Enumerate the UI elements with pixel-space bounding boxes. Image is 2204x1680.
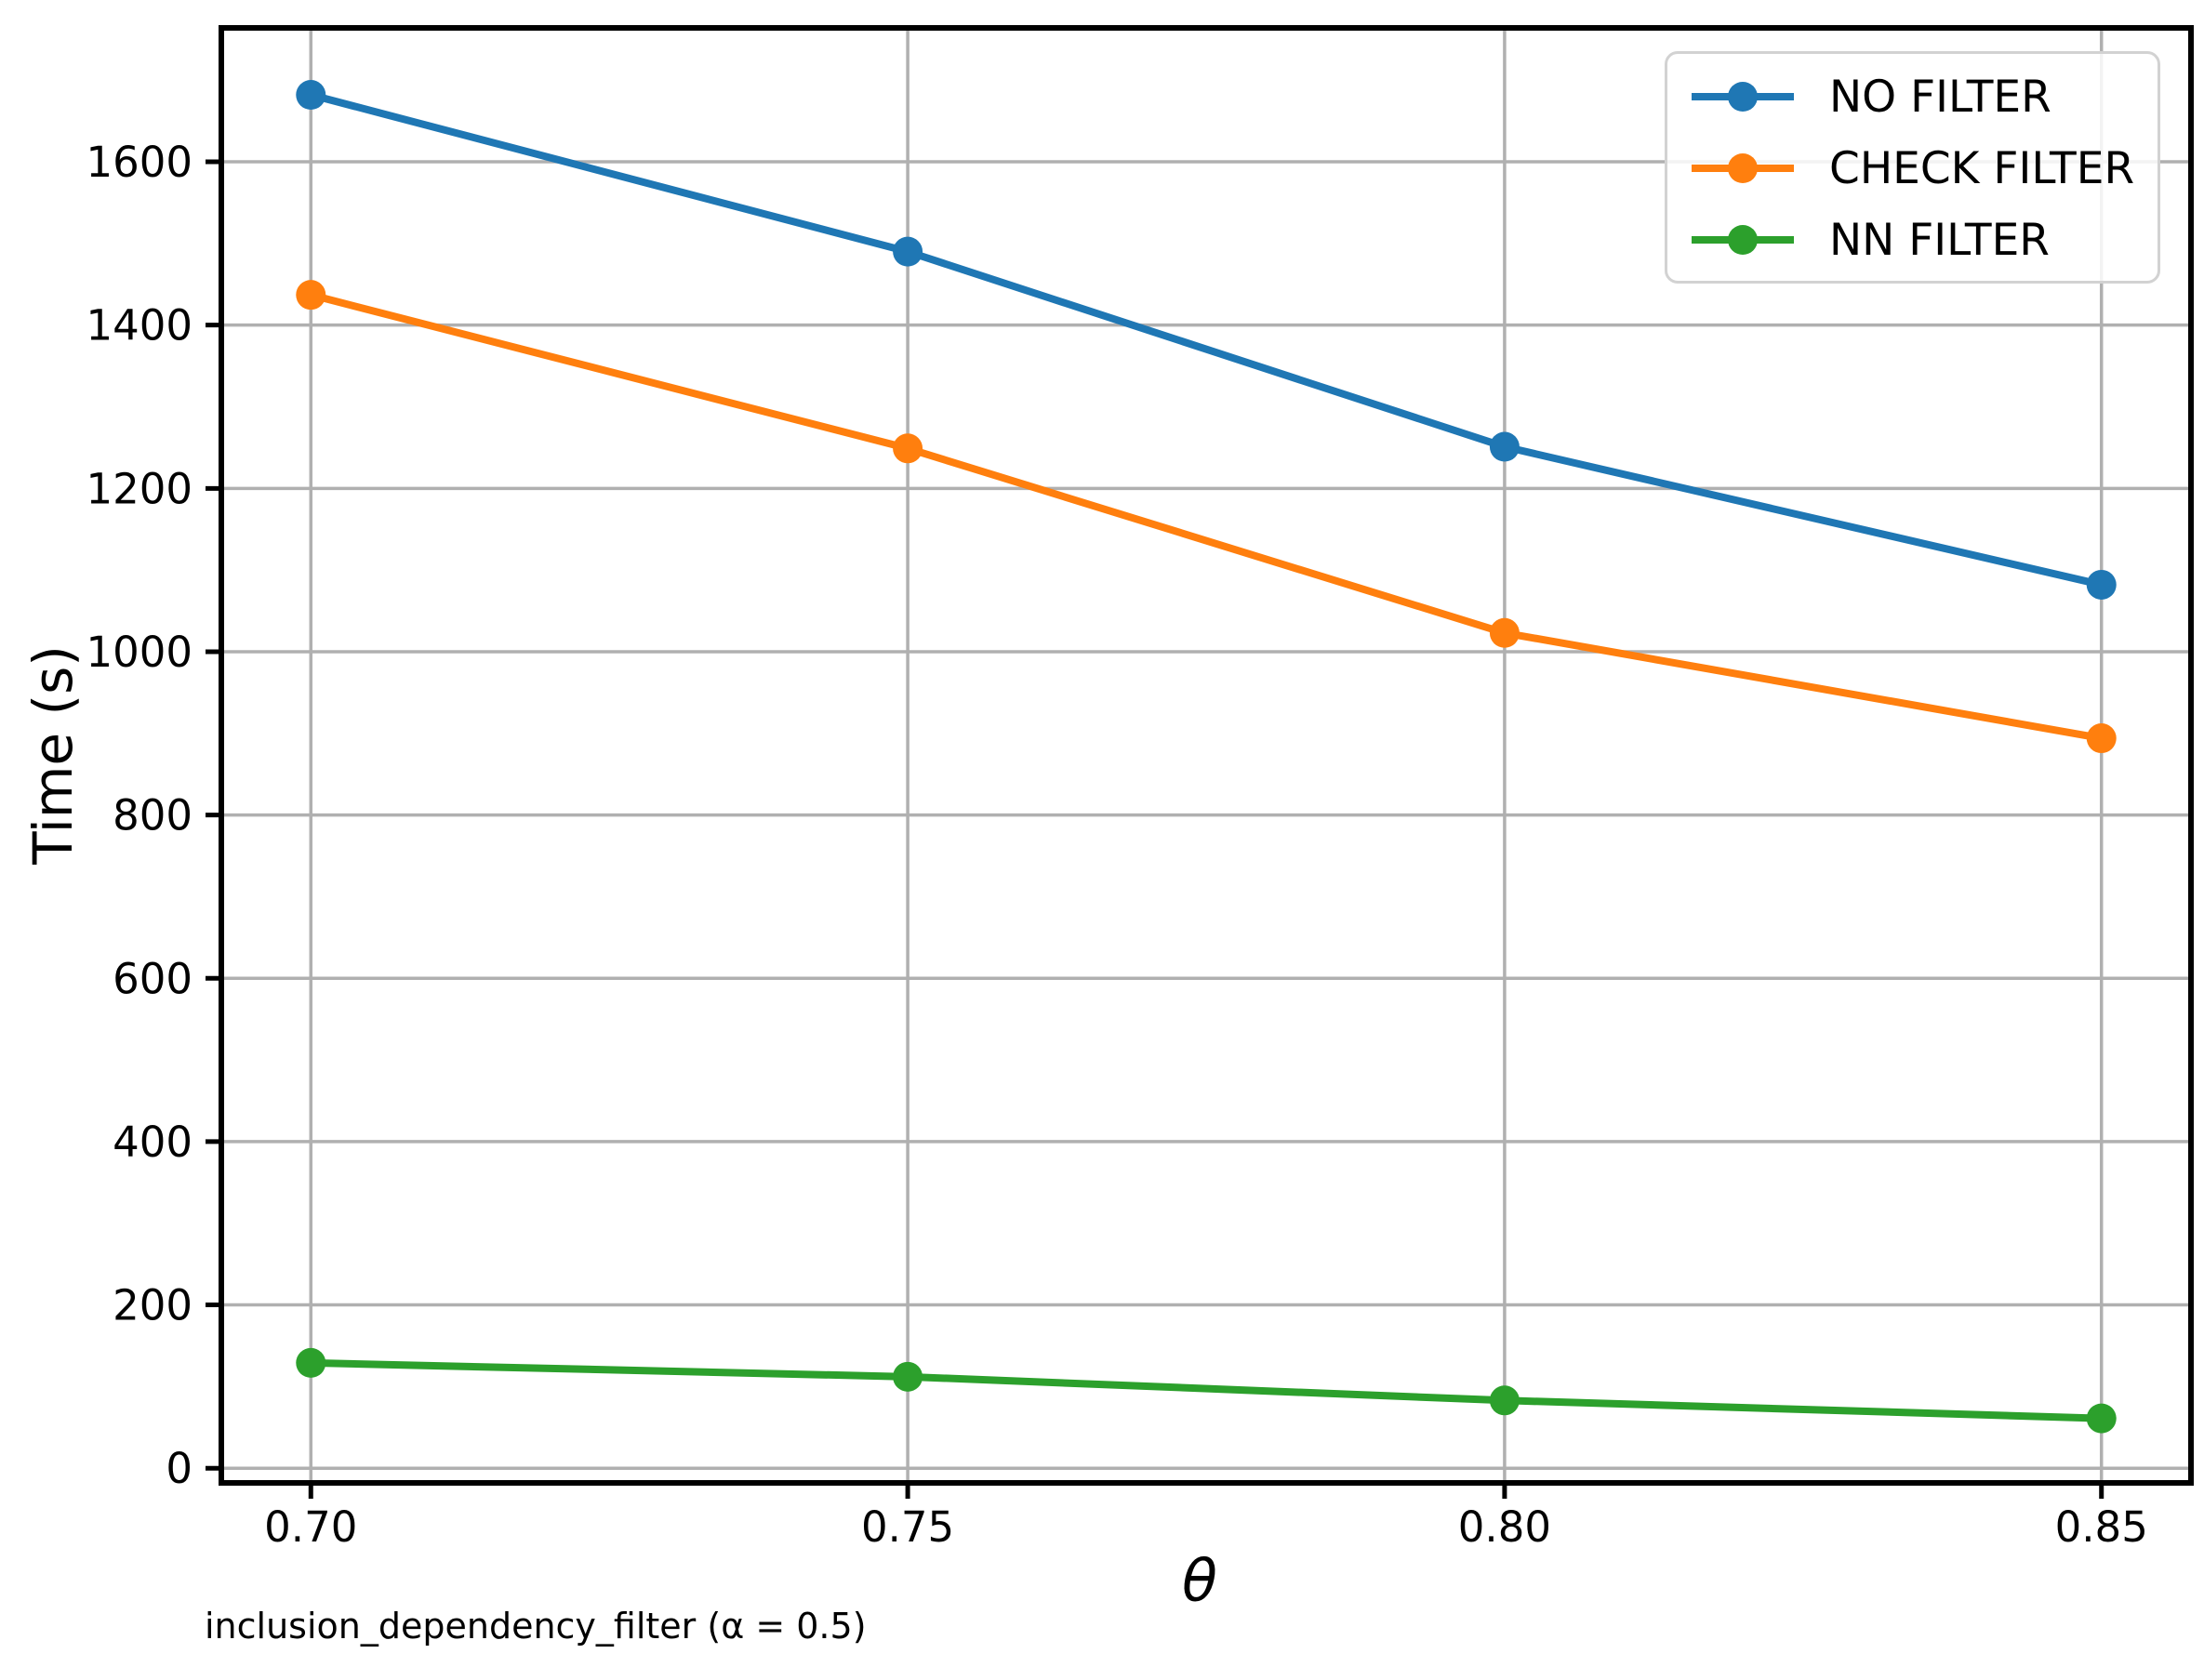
legend-item-nn-filter: NN FILTER [1682, 205, 2148, 276]
series-line-check-filter [307, 291, 2105, 743]
figure-caption: inclusion_dependency_filter (α = 0.5) [205, 1606, 867, 1647]
x-axis-label: θ [1182, 1546, 1217, 1615]
y-tick-label: 1400 [86, 301, 193, 351]
legend-label-nn-filter: NN FILTER [1829, 215, 2050, 266]
legend-label-check-filter: CHECK FILTER [1829, 143, 2135, 194]
y-tick-label: 1600 [86, 138, 193, 187]
data-point-marker [2086, 569, 2117, 600]
legend: NO FILTER CHECK FILTER NN FILTER [1665, 51, 2160, 284]
data-point-marker [1489, 1385, 1520, 1416]
x-tick-label: 0.85 [2055, 1502, 2148, 1552]
data-point-marker [2086, 1403, 2117, 1434]
data-point-marker [2086, 723, 2117, 754]
data-point-marker [296, 280, 326, 311]
legend-label-no-filter: NO FILTER [1829, 72, 2051, 123]
data-point-marker [1489, 617, 1520, 648]
y-tick-label: 1200 [86, 464, 193, 513]
data-point-marker [893, 1361, 923, 1392]
series-line-nn-filter [307, 1358, 2105, 1422]
x-tick-label: 0.70 [264, 1502, 357, 1552]
y-tick-label: 0 [166, 1444, 193, 1493]
y-axis-label: Time (s) [21, 645, 85, 865]
y-tick-label: 600 [113, 954, 193, 1003]
x-tick-label: 0.80 [1458, 1502, 1551, 1552]
x-tick-label: 0.75 [861, 1502, 954, 1552]
data-point-marker [893, 236, 923, 267]
y-tick-label: 1000 [86, 628, 193, 677]
legend-item-no-filter: NO FILTER [1682, 61, 2148, 133]
data-point-marker [296, 1347, 326, 1378]
plot-frame [219, 25, 2194, 1486]
data-point-marker [296, 80, 326, 111]
legend-line-marker-icon [1692, 82, 1794, 112]
series-line-no-filter [307, 91, 2105, 589]
data-point-marker [893, 433, 923, 464]
data-point-marker [1489, 431, 1520, 462]
legend-item-check-filter: CHECK FILTER [1682, 133, 2148, 205]
legend-line-marker-icon [1692, 153, 1794, 183]
legend-line-marker-icon [1692, 225, 1794, 255]
y-tick-label: 400 [113, 1118, 193, 1167]
y-tick-label: 200 [113, 1281, 193, 1330]
y-tick-label: 800 [113, 791, 193, 840]
